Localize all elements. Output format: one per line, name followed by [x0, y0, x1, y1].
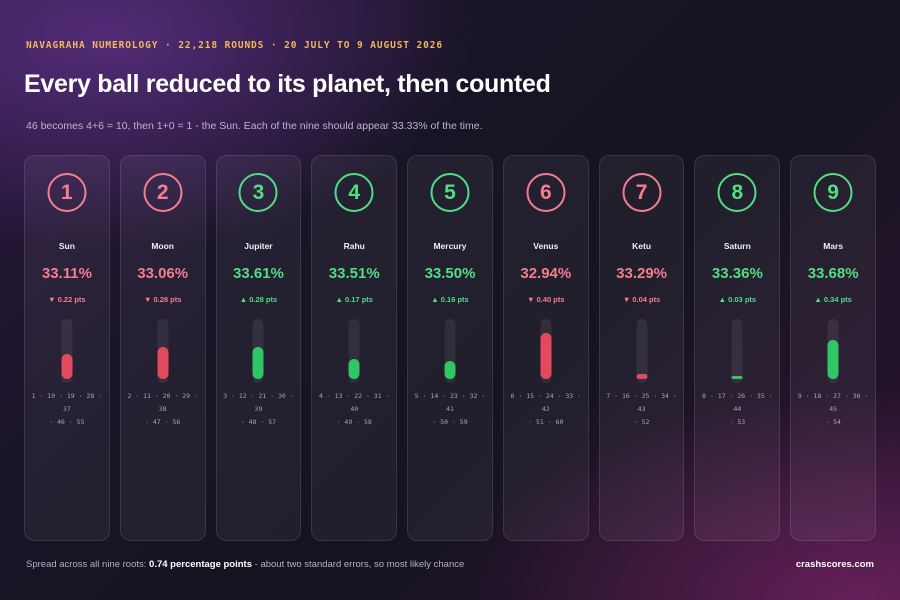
planet-cards: 1 Sun 33.11% ▼ 0.22 pts 1 · 10 · 19 · 28 · 3… — [24, 155, 877, 541]
planet-name: Mercury — [433, 241, 467, 251]
ball-numbers: 2 · 11 · 20 · 29 · 38 · 47 · 56 — [125, 390, 201, 429]
ball-numbers-line: 5 · 14 · 23 · 32 · 41 — [414, 392, 486, 413]
share-value-label: 33.51% — [328, 265, 380, 282]
ball-numbers-line: 6 · 15 · 24 · 33 · 42 — [510, 392, 582, 413]
deviation-bar-track — [540, 319, 552, 383]
planet-name: Sun — [58, 241, 75, 251]
share-value-label: 33.50% — [424, 265, 476, 282]
deviation-label: ▼ 0.22 pts — [48, 295, 86, 304]
ball-numbers: 4 · 13 · 22 · 31 · 40 · 49 · 58 — [316, 390, 392, 429]
deviation-bar-track — [348, 319, 360, 383]
ball-numbers-line: 7 · 16 · 25 · 34 · 43 — [606, 392, 677, 413]
root-number-badge: 2 — [143, 173, 183, 212]
ball-numbers-line: 3 · 12 · 21 · 30 · 39 — [223, 392, 294, 413]
deviation-bar — [444, 360, 456, 379]
share-value-label: 33.06% — [137, 265, 189, 282]
deviation-label: ▼ 0.40 pts — [527, 295, 565, 304]
root-number-badge: 4 — [334, 173, 374, 212]
share-value-label: 33.61% — [233, 265, 284, 282]
planet-name: Jupiter — [244, 241, 273, 251]
ball-numbers: 9 · 18 · 27 · 36 · 45 · 54 — [795, 390, 871, 429]
ball-numbers-line: · 54 — [825, 418, 841, 426]
planet-card: 9 Mars 33.68% ▲ 0.34 pts 9 · 18 · 27 · 36 · … — [790, 155, 877, 541]
planet-card: 7 Ketu 33.29% ▼ 0.04 pts 7 · 16 · 25 · 34 · … — [598, 155, 685, 541]
footer-prefix: Spread across all nine roots: — [26, 559, 147, 570]
root-number-badge: 8 — [717, 173, 757, 212]
deviation-bar — [348, 359, 360, 379]
root-number-badge: 1 — [47, 173, 87, 212]
share-value-label: 32.94% — [520, 265, 572, 282]
ball-numbers-line: · 51 · 60 — [528, 418, 564, 426]
ball-numbers-line: 9 · 18 · 27 · 36 · 45 — [797, 392, 869, 413]
deviation-bar — [540, 333, 552, 379]
planet-card: 6 Venus 32.94% ▼ 0.40 pts 6 · 15 · 24 · 33 ·… — [502, 155, 589, 541]
planet-card: 3 Jupiter 33.61% ▲ 0.28 pts 3 · 12 · 21 · 30… — [215, 155, 302, 541]
deviation-bar — [636, 374, 648, 379]
ball-numbers-line: · 53 — [729, 418, 746, 426]
deviation-bar-track — [252, 319, 264, 383]
deviation-label: ▼ 0.28 pts — [143, 295, 182, 304]
ball-numbers: 6 · 15 · 24 · 33 · 42 · 51 · 60 — [508, 390, 584, 429]
ball-numbers-line: 8 · 17 · 26 · 35 · 44 — [702, 392, 773, 413]
kicker: NAVAGRAHA NUMEROLOGY · 22,218 ROUNDS · 2… — [26, 40, 444, 51]
brand-link[interactable]: crashscores.com — [795, 559, 874, 570]
planet-name: Ketu — [632, 241, 652, 251]
ball-numbers-line: 4 · 13 · 22 · 31 · 40 — [319, 392, 390, 413]
ball-numbers-line: 1 · 10 · 19 · 28 · 37 — [31, 392, 103, 413]
ball-numbers-line: · 49 · 58 — [336, 418, 372, 426]
deviation-bar — [252, 346, 264, 379]
planet-name: Venus — [533, 241, 559, 251]
planet-card: 8 Saturn 33.36% ▲ 0.03 pts 8 · 17 · 26 · 35 … — [694, 155, 781, 541]
page-title: Every ball reduced to its planet, then c… — [24, 70, 551, 98]
deviation-bar-track — [827, 319, 839, 383]
ball-numbers: 8 · 17 · 26 · 35 · 44 · 53 — [699, 390, 775, 429]
deviation-label: ▲ 0.34 pts — [814, 295, 852, 304]
ball-numbers-line: · 46 · 55 — [49, 418, 85, 426]
ball-numbers-line: · 47 · 56 — [145, 418, 181, 426]
planet-card: 5 Mercury 33.50% ▲ 0.16 pts 5 · 14 · 23 · 32… — [407, 155, 493, 541]
footer-suffix: - about two standard errors, so most lik… — [254, 559, 465, 570]
share-value-label: 33.68% — [807, 265, 859, 282]
root-number-badge: 6 — [526, 173, 566, 212]
root-number-badge: 9 — [813, 173, 853, 212]
deviation-bar — [827, 339, 839, 379]
planet-name: Moon — [151, 241, 174, 251]
deviation-bar — [731, 375, 743, 379]
deviation-bar-track — [157, 319, 169, 383]
deviation-bar — [157, 346, 169, 379]
deviation-bar-track — [731, 319, 743, 383]
ball-numbers-line: 2 · 11 · 20 · 29 · 38 — [127, 392, 198, 413]
footer-highlight: 0.74 percentage points — [149, 559, 252, 570]
planet-name: Mars — [823, 241, 844, 251]
deviation-label: ▼ 0.04 pts — [622, 295, 661, 304]
planet-card: 4 Rahu 33.51% ▲ 0.17 pts 4 · 13 · 22 · 31 · … — [311, 155, 398, 541]
root-number-badge: 7 — [622, 173, 662, 212]
ball-numbers-line: · 52 — [633, 418, 650, 426]
planet-card: 1 Sun 33.11% ▼ 0.22 pts 1 · 10 · 19 · 28 · 3… — [24, 155, 110, 541]
ball-numbers: 1 · 10 · 19 · 28 · 37 · 46 · 55 — [29, 390, 105, 429]
deviation-label: ▲ 0.28 pts — [239, 295, 278, 304]
planet-name: Rahu — [343, 241, 365, 251]
ball-numbers-line: · 50 · 59 — [432, 418, 468, 426]
ball-numbers: 3 · 12 · 21 · 30 · 39 · 48 · 57 — [221, 390, 297, 429]
deviation-bar — [61, 353, 73, 379]
deviation-bar-track — [61, 319, 73, 383]
planet-name: Saturn — [723, 241, 751, 251]
share-value-label: 33.11% — [41, 265, 92, 282]
subtitle: 46 becomes 4+6 = 10, then 1+0 = 1 - the … — [26, 120, 483, 132]
ball-numbers-line: · 48 · 57 — [240, 418, 277, 426]
ball-numbers: 7 · 16 · 25 · 34 · 43 · 52 — [604, 390, 680, 429]
root-number-badge: 5 — [430, 173, 470, 212]
planet-card: 2 Moon 33.06% ▼ 0.28 pts 2 · 11 · 20 · 29 · … — [119, 155, 206, 541]
deviation-label: ▲ 0.17 pts — [335, 295, 373, 304]
deviation-bar-track — [636, 319, 648, 383]
share-value-label: 33.36% — [711, 265, 763, 282]
deviation-bar-track — [444, 319, 456, 383]
deviation-label: ▲ 0.03 pts — [718, 295, 757, 304]
share-value-label: 33.29% — [616, 265, 668, 282]
root-number-badge: 3 — [238, 173, 278, 212]
deviation-label: ▲ 0.16 pts — [431, 295, 469, 304]
ball-numbers: 5 · 14 · 23 · 32 · 41 · 50 · 59 — [412, 390, 488, 429]
footer-note: Spread across all nine roots: 0.74 perce… — [26, 559, 464, 570]
